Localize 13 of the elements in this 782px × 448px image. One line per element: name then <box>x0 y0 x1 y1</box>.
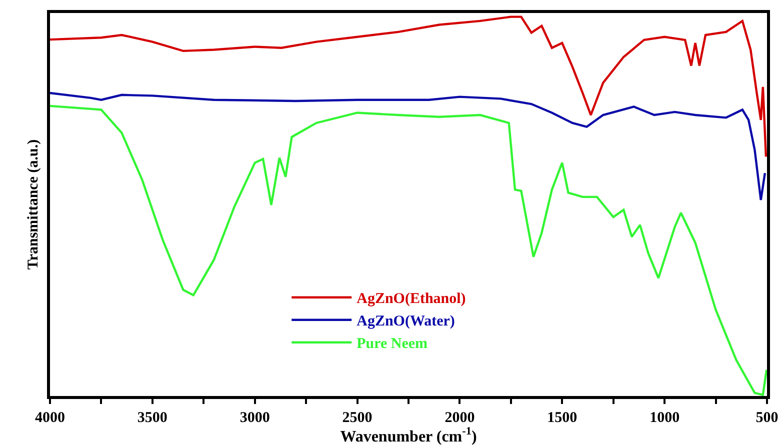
legend-label: AgZnO(Water) <box>356 314 455 330</box>
x-axis-title: Wavenumber (cm$^{-1}$) <box>340 426 477 446</box>
x-tick-label: 2500 <box>342 410 372 426</box>
x-tick-label: 2000 <box>444 410 475 426</box>
y-axis-title: Transmittance (a.u.) <box>26 139 42 270</box>
x-tick-label: 1500 <box>547 410 578 426</box>
x-tick-label: 3500 <box>137 410 168 426</box>
legend-label: Pure Neem <box>356 336 428 352</box>
x-tick-label: 4000 <box>35 410 65 426</box>
legend-label: AgZnO(Ethanol) <box>356 291 466 308</box>
x-tick-label: 3000 <box>240 410 270 426</box>
x-tick-label: 500 <box>756 410 778 426</box>
x-tick-label: 1000 <box>650 410 680 426</box>
